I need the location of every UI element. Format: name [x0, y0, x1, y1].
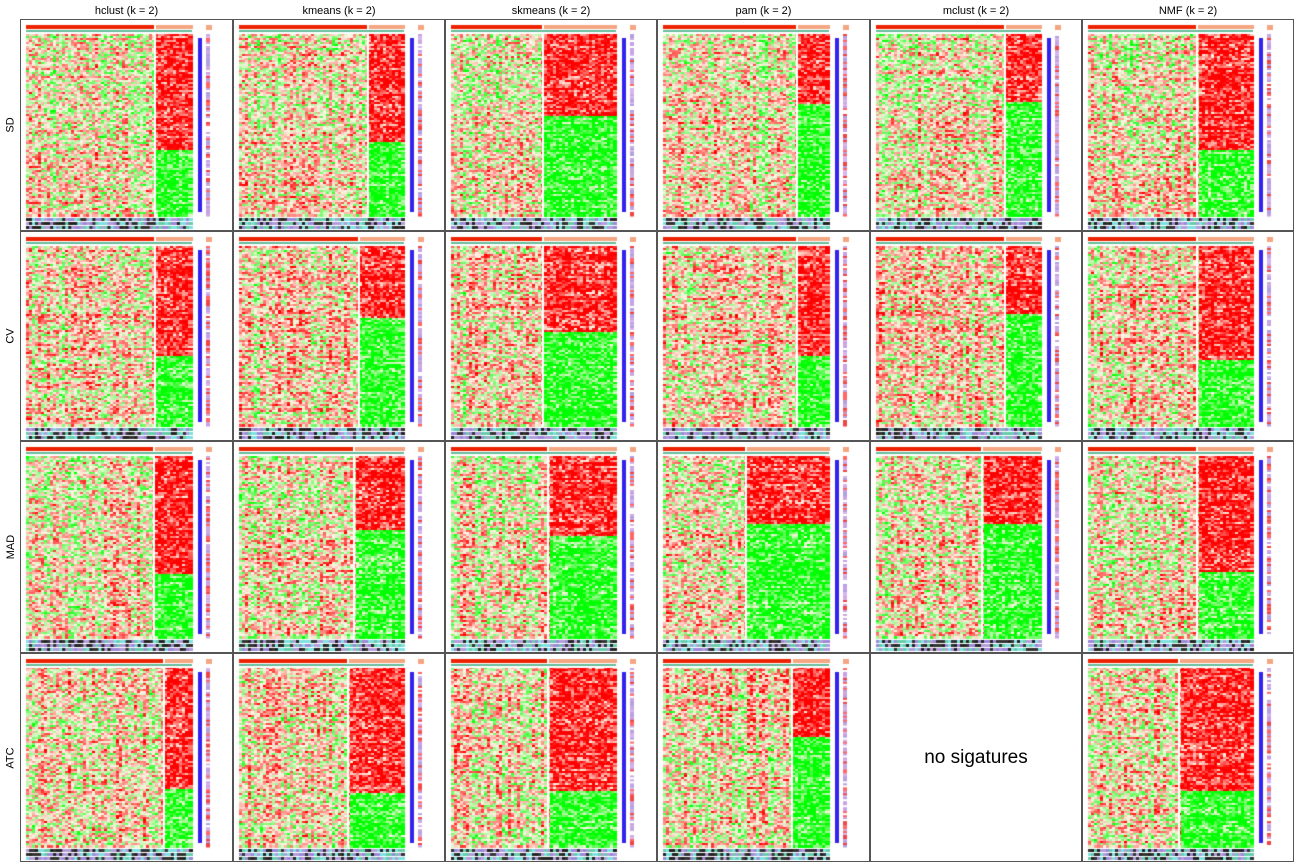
heatmap-panel — [20, 653, 233, 862]
heatmap-canvas — [21, 442, 232, 652]
heatmap-panel — [870, 19, 1082, 231]
column-title: NMF (k = 2) — [1158, 5, 1218, 17]
column-title: hclust (k = 2) — [94, 5, 159, 17]
row-title: SD — [5, 117, 17, 133]
heatmap-canvas — [234, 20, 444, 230]
heatmap-panel — [870, 231, 1082, 441]
heatmap-canvas — [234, 232, 444, 440]
heatmap-panel — [1082, 231, 1294, 441]
heatmap-canvas — [658, 20, 869, 230]
heatmap-panel — [20, 19, 233, 231]
row-title: CV — [5, 328, 17, 344]
heatmap-canvas — [21, 654, 232, 861]
heatmap-canvas — [1083, 20, 1293, 230]
heatmap-canvas — [21, 20, 232, 230]
heatmap-panel — [657, 653, 870, 862]
heatmap-canvas — [658, 442, 869, 652]
heatmap-canvas — [658, 232, 869, 440]
heatmap-canvas — [446, 232, 656, 440]
heatmap-canvas — [658, 654, 869, 861]
heatmap-panel — [233, 441, 445, 653]
heatmap-canvas — [446, 442, 656, 652]
heatmap-panel — [233, 231, 445, 441]
heatmap-panel — [445, 441, 657, 653]
row-title: ATC — [5, 746, 17, 769]
heatmap-canvas — [1083, 442, 1293, 652]
heatmap-panel — [1082, 441, 1294, 653]
heatmap-panel — [1082, 19, 1294, 231]
heatmap-canvas — [446, 20, 656, 230]
heatmap-panel — [445, 231, 657, 441]
heatmap-panel — [20, 441, 233, 653]
heatmap-panel — [233, 19, 445, 231]
heatmap-canvas — [1083, 232, 1293, 440]
heatmap-canvas — [234, 442, 444, 652]
heatmap-panel — [657, 19, 870, 231]
heatmap-canvas — [871, 232, 1081, 440]
heatmap-panel — [870, 441, 1082, 653]
column-title: skmeans (k = 2) — [511, 5, 591, 17]
column-title: kmeans (k = 2) — [302, 5, 376, 17]
heatmap-panel — [657, 441, 870, 653]
heatmap-panel — [233, 653, 445, 862]
heatmap-canvas — [21, 232, 232, 440]
heatmap-panel — [445, 653, 657, 862]
column-title: mclust (k = 2) — [942, 5, 1010, 17]
heatmap-panel — [1082, 653, 1294, 862]
heatmap-canvas — [234, 654, 444, 861]
heatmap-panel — [445, 19, 657, 231]
row-title: MAD — [5, 534, 18, 560]
heatmap-canvas — [871, 20, 1081, 230]
heatmap-canvas — [871, 442, 1081, 652]
heatmap-canvas — [1083, 654, 1293, 861]
column-title: pam (k = 2) — [735, 5, 792, 17]
heatmap-panel — [657, 231, 870, 441]
heatmap-canvas — [446, 654, 656, 861]
heatmap-panel: no sigatures — [870, 653, 1082, 862]
no-signatures-message: no sigatures — [924, 746, 1028, 768]
heatmap-panel — [20, 231, 233, 441]
